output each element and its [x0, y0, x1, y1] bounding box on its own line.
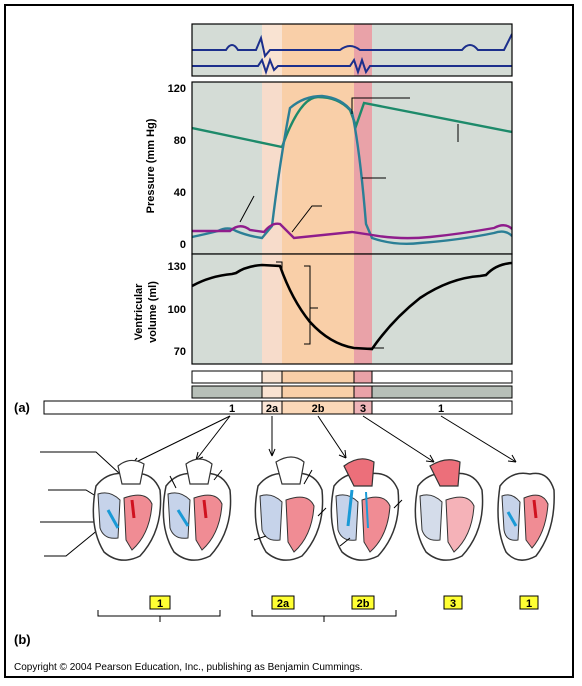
heart-phase1-early	[92, 459, 162, 561]
pressure-tick-40: 40	[174, 187, 186, 199]
phase-label-3: 3	[360, 403, 366, 415]
stroke-volume-bracket	[276, 261, 318, 345]
phase-label-2a: 2a	[266, 403, 279, 415]
volume-axis-label-line2: volume (ml)	[147, 281, 159, 343]
phase-arrows	[131, 415, 517, 465]
bracket-phase1	[97, 610, 221, 622]
heart-label-leaders	[40, 451, 121, 557]
heart-sound-trace	[192, 56, 512, 76]
heart-diagrams	[40, 451, 555, 561]
phase-label-1-late: 1	[438, 403, 444, 415]
volume-band-contraction	[262, 254, 282, 364]
bracket-systole	[251, 610, 397, 622]
pressure-tick-0: 0	[180, 239, 186, 251]
badge-1-late	[519, 595, 539, 610]
pressure-axis-label: Pressure (mm Hg)	[145, 118, 157, 213]
ecg-panel	[191, 23, 513, 77]
badge-2a-label: 2a	[277, 598, 290, 610]
volume-band-relaxation	[354, 254, 372, 364]
badge-1-label: 1	[157, 598, 163, 610]
panel-b-label: (b)	[14, 632, 31, 647]
pressure-band-relaxation	[354, 82, 372, 254]
badge-1	[149, 595, 171, 610]
ventricular-volume-line	[192, 261, 512, 351]
leader-ventricular-low	[291, 205, 322, 233]
pressure-band-ejection	[282, 82, 354, 254]
ventricular-pressure-line	[192, 94, 512, 246]
heart-phase2a	[253, 456, 327, 561]
phase-badges: 1 2a 2b 3 1	[97, 595, 539, 622]
pressure-tick-80: 80	[174, 135, 186, 147]
volume-tick-100: 100	[168, 304, 186, 316]
heart-phase1-late	[162, 458, 232, 561]
pressure-band-contraction	[262, 82, 282, 254]
ecg-trace	[192, 33, 512, 59]
leader-atrial	[239, 195, 255, 223]
phase-label-2b: 2b	[312, 403, 325, 415]
copyright-text: Copyright © 2004 Pearson Education, Inc.…	[14, 662, 363, 673]
badge-1-late-label: 1	[526, 598, 532, 610]
pressure-chart: 120 80 40 0 Pressure (mm Hg)	[145, 81, 513, 255]
badge-2b-label: 2b	[357, 598, 370, 610]
heart-phase1-end	[497, 472, 555, 561]
volume-border	[191, 253, 513, 365]
volume-chart: 130 100 70 Ventricular volume (ml)	[133, 253, 513, 365]
heart-phase2b	[330, 458, 403, 561]
ecg-panel-border	[191, 23, 513, 77]
volume-band-ejection	[282, 254, 354, 364]
volume-tick-70: 70	[174, 346, 186, 358]
badge-2a	[271, 595, 295, 610]
leader-dicrotic-notch	[351, 97, 410, 114]
panel-a-label: (a)	[14, 400, 30, 415]
badge-2b	[351, 595, 375, 610]
heart-phase3	[414, 459, 484, 561]
phase-label-1: 1	[229, 403, 235, 415]
badge-3	[443, 595, 463, 610]
atrial-pressure-line	[192, 222, 512, 240]
pressure-tick-120: 120	[168, 83, 186, 95]
phase-bar: 1 2a 2b 3 1	[43, 400, 513, 415]
volume-tick-130: 130	[168, 261, 186, 273]
badge-3-label: 3	[450, 598, 456, 610]
valve-bars	[191, 370, 513, 399]
volume-axis-label-line1: Ventricular	[133, 283, 145, 341]
